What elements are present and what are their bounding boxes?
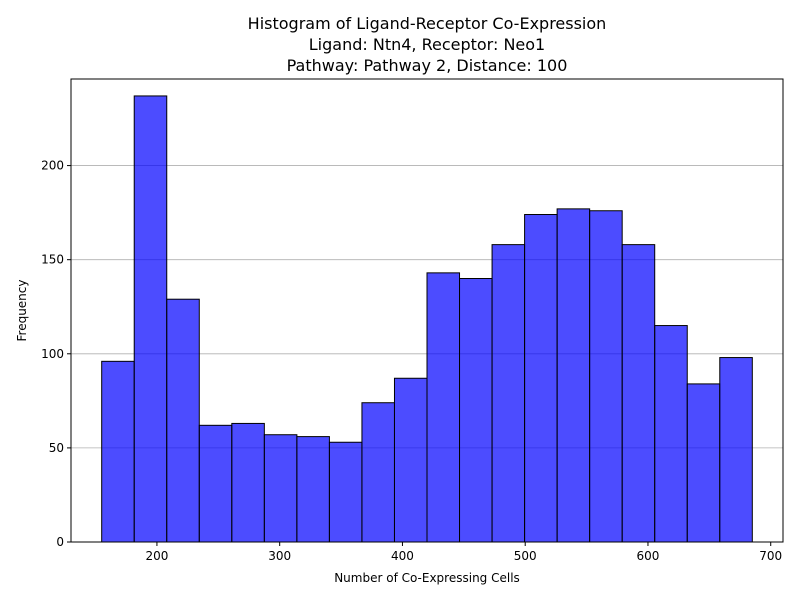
histogram-bar bbox=[198, 424, 233, 543]
chart-title-line-2: Ligand: Ntn4, Receptor: Neo1 bbox=[309, 35, 545, 54]
histogram-bar bbox=[361, 402, 395, 543]
x-tick-label: 200 bbox=[145, 549, 168, 563]
histogram-bar bbox=[328, 441, 363, 543]
histogram-bar bbox=[231, 422, 265, 543]
histogram-bar bbox=[719, 357, 753, 543]
y-tick-label: 100 bbox=[41, 347, 64, 361]
x-tick-label: 500 bbox=[514, 549, 537, 563]
x-tick-label: 400 bbox=[391, 549, 414, 563]
chart-title: Histogram of Ligand-Receptor Co-Expressi… bbox=[248, 14, 607, 75]
histogram-bar bbox=[426, 272, 461, 543]
x-axis: 200 300 400 500 600 700 bbox=[145, 542, 782, 563]
chart-title-line-3: Pathway: Pathway 2, Distance: 100 bbox=[287, 56, 568, 75]
x-tick-label: 300 bbox=[268, 549, 291, 563]
x-tick-label: 700 bbox=[759, 549, 782, 563]
histogram-bar bbox=[491, 244, 526, 543]
x-axis-label: Number of Co-Expressing Cells bbox=[334, 571, 520, 585]
y-tick-label: 0 bbox=[56, 535, 64, 549]
y-axis-label: Frequency bbox=[15, 280, 29, 342]
histogram-bar bbox=[524, 214, 558, 543]
histogram-bar bbox=[101, 360, 135, 543]
y-tick-label: 50 bbox=[49, 441, 64, 455]
histogram-bar bbox=[296, 436, 330, 543]
histogram-bar bbox=[621, 244, 656, 543]
histogram-bar bbox=[166, 298, 200, 543]
histogram-bar bbox=[654, 325, 688, 543]
histogram-bar bbox=[263, 434, 298, 543]
histogram-bar bbox=[589, 210, 623, 543]
x-tick-label: 600 bbox=[637, 549, 660, 563]
histogram-bar bbox=[459, 278, 493, 543]
histogram-bar bbox=[556, 208, 591, 543]
chart-title-line-1: Histogram of Ligand-Receptor Co-Expressi… bbox=[248, 14, 607, 33]
y-tick-label: 150 bbox=[41, 253, 64, 267]
histogram-bar bbox=[686, 383, 721, 543]
y-axis: 0 50 100 150 200 bbox=[41, 159, 71, 549]
histogram-bars bbox=[101, 95, 753, 543]
plot-area-frame bbox=[70, 78, 784, 543]
y-tick-label: 200 bbox=[41, 159, 64, 173]
histogram-bar bbox=[393, 377, 428, 543]
histogram-bar bbox=[133, 95, 168, 543]
